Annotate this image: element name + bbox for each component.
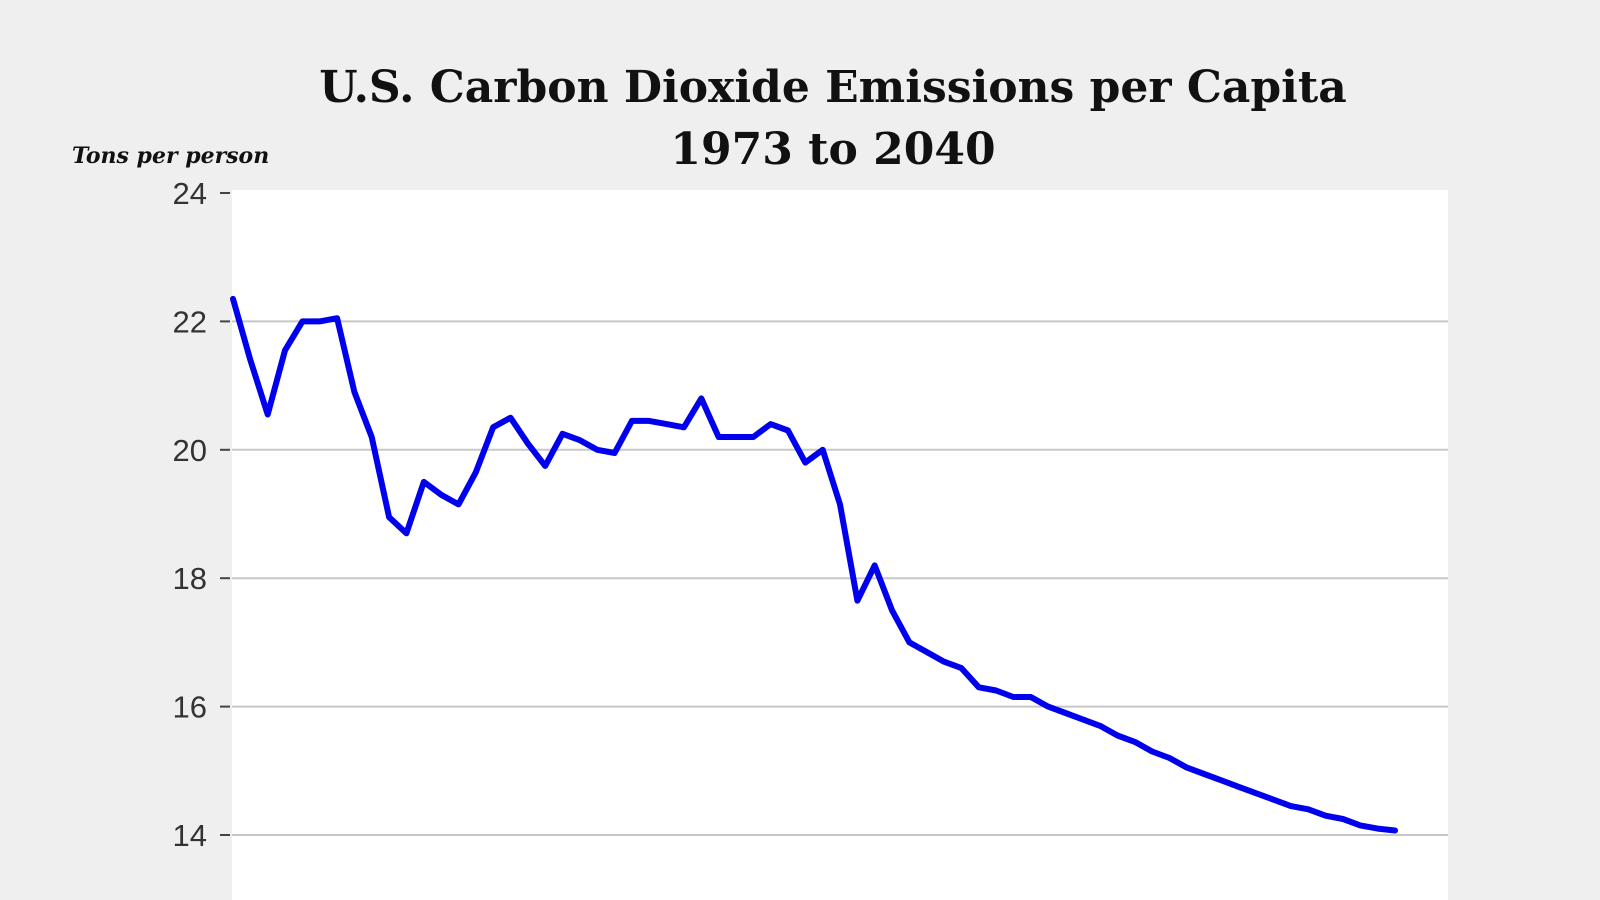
y-tick-label: 16: [173, 690, 207, 725]
y-tick-label: 24: [173, 176, 207, 211]
y-axis-label: Tons per person: [72, 143, 270, 169]
chart-title: U.S. Carbon Dioxide Emissions per Capita: [319, 62, 1347, 113]
y-tick-label: 22: [173, 304, 207, 339]
y-tick-label: 20: [173, 433, 207, 468]
series-line: [230, 295, 1398, 834]
plot-area: [232, 190, 1448, 900]
y-tick-label: 14: [173, 818, 207, 853]
chart-subtitle: 1973 to 2040: [670, 124, 996, 175]
y-tick-label: 18: [173, 561, 207, 596]
